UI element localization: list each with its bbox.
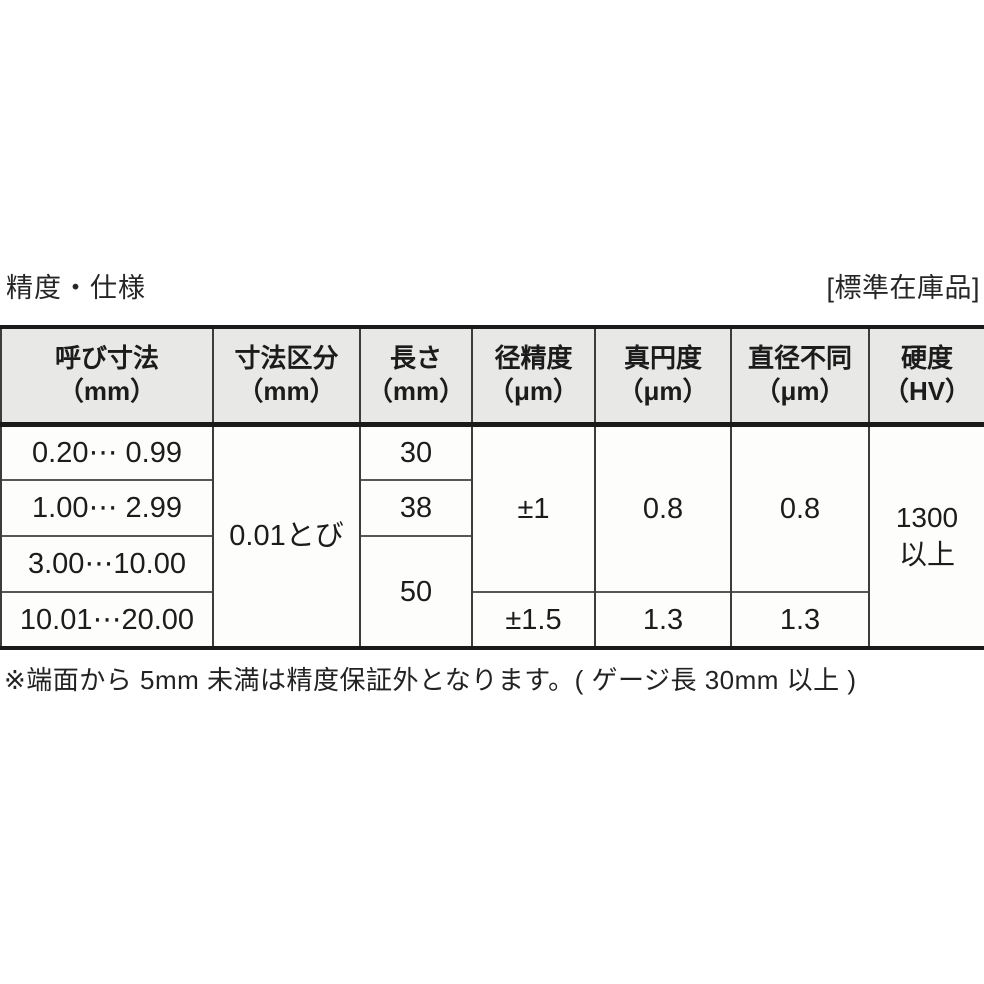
- header-unit: （μm）: [754, 376, 846, 407]
- cell-size-range-4: 10.01⋯20.00: [0, 591, 213, 648]
- header-diameter-variation: 直径不同 （μm）: [730, 327, 869, 427]
- header-label: 長さ: [389, 343, 442, 374]
- hardness-qualifier: 以上: [898, 539, 955, 571]
- table-row: 10.01⋯20.00 ±1.5 1.3 1.3: [0, 591, 984, 648]
- header-label: 硬度: [900, 343, 953, 374]
- header-hardness: 硬度 （HV）: [868, 327, 984, 427]
- cell-size-step: 0.01とび: [212, 423, 360, 648]
- cell-length-50: 50: [359, 535, 472, 648]
- cell-hardness: 1300 以上: [868, 423, 984, 648]
- header-length: 長さ （mm）: [359, 327, 472, 427]
- header-diameter-accuracy: 径精度 （μm）: [471, 327, 595, 427]
- header-roundness: 真円度 （μm）: [594, 327, 731, 427]
- cell-size-range-3: 3.00⋯10.00: [0, 535, 213, 592]
- hardness-value: 1300: [895, 502, 959, 534]
- header-label: 直径不同: [747, 343, 852, 374]
- header-unit: （μm）: [487, 376, 580, 407]
- header-row: 呼び寸法 （mm） 寸法区分 （mm） 長さ （mm） 径精度 （μm） 真円度: [0, 327, 984, 427]
- header-unit: （HV）: [882, 376, 972, 407]
- page-title: 精度・仕様: [6, 273, 146, 303]
- header-nominal-size: 呼び寸法 （mm）: [0, 327, 213, 427]
- header-unit: （mm）: [237, 376, 336, 407]
- cell-length-38: 38: [359, 479, 472, 536]
- header-unit: （μm）: [617, 376, 709, 407]
- title-bar: 精度・仕様 [標準在庫品]: [6, 266, 980, 305]
- header-label: 呼び寸法: [54, 343, 159, 374]
- cell-dia-accuracy-1: ±1: [471, 423, 595, 592]
- cell-length-30: 30: [359, 423, 472, 480]
- cell-size-range-1: 0.20⋯ 0.99: [0, 423, 213, 480]
- cell-dia-variation-1: 0.8: [730, 423, 869, 592]
- header-label: 径精度: [494, 343, 573, 374]
- table-row: 1.00⋯ 2.99 38: [0, 479, 984, 536]
- cell-roundness-1: 0.8: [594, 423, 731, 592]
- table-row: 0.20⋯ 0.99 0.01とび 30 ±1 0.8 0.8 1300 以上: [0, 423, 984, 648]
- stock-badge: [標準在庫品]: [826, 273, 980, 303]
- spec-table: 呼び寸法 （mm） 寸法区分 （mm） 長さ （mm） 径精度 （μm） 真円度: [0, 325, 984, 650]
- footnote: ※端面から 5mm 未満は精度保証外となります。( ゲージ長 30mm 以上 ): [4, 665, 857, 695]
- header-label: 真円度: [623, 343, 702, 374]
- table-row: 3.00⋯10.00 50: [0, 535, 984, 648]
- header-size-step: 寸法区分 （mm）: [212, 327, 360, 427]
- cell-dia-variation-2: 1.3: [730, 591, 869, 648]
- cell-size-range-2: 1.00⋯ 2.99: [0, 479, 213, 536]
- header-label: 寸法区分: [234, 343, 339, 374]
- cell-dia-accuracy-2: ±1.5: [471, 591, 595, 648]
- header-unit: （mm）: [366, 376, 466, 407]
- header-unit: （mm）: [57, 376, 157, 407]
- cell-roundness-2: 1.3: [594, 591, 731, 648]
